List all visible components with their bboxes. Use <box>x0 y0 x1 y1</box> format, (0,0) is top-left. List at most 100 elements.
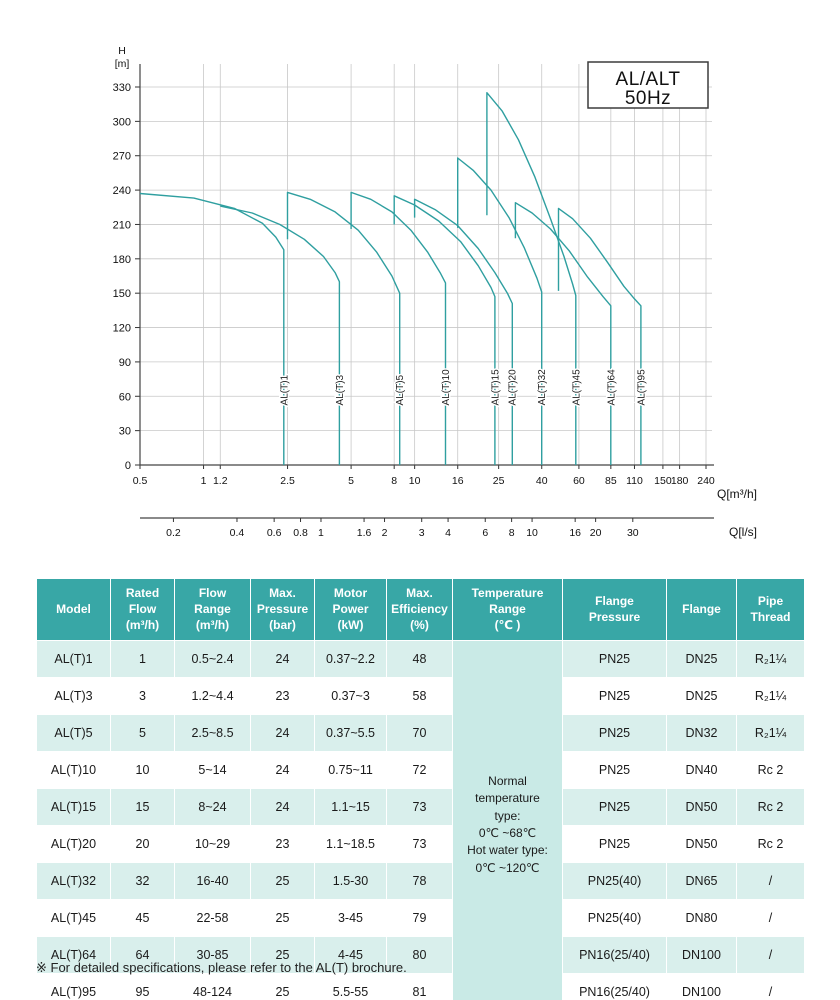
cell-pipe_thread: Rc 2 <box>736 750 805 789</box>
cell-flange_pressure: PN16(25/40) <box>562 935 667 974</box>
cell-rated_flow: 3 <box>110 676 175 715</box>
y-tick-label: 180 <box>113 254 131 266</box>
x-tick-label: 2.5 <box>280 475 295 487</box>
spec-table-container: Model Rated Flow (m³/h) Flow Range (m³/h) M… <box>36 578 805 1000</box>
cell-motor_power: 1.1~15 <box>314 787 387 826</box>
column-header-3: Max. Pressure (bar) <box>250 578 315 641</box>
y-tick-label: 0 <box>125 460 131 472</box>
cell-flange_pressure: PN25 <box>562 750 667 789</box>
cell-rated_flow: 10 <box>110 750 175 789</box>
column-header-5: Max. Efficiency (%) <box>386 578 453 641</box>
curve-label: AL(T)10 <box>441 369 452 406</box>
cell-model: AL(T)32 <box>36 861 111 900</box>
ls-tick-label: 0.4 <box>230 527 245 539</box>
cell-motor_power: 0.75~11 <box>314 750 387 789</box>
cell-model: AL(T)10 <box>36 750 111 789</box>
cell-flow_range: 10~29 <box>174 824 251 863</box>
legend: AL/ALT 50Hz <box>587 61 709 109</box>
table-row-AL(T)20: AL(T)20 20 10~29 23 1.1~18.5 73 PN25 DN50 Rc 2 <box>36 824 805 863</box>
cell-flange_pressure: PN25 <box>562 824 667 863</box>
cell-max_efficiency: 80 <box>386 935 453 974</box>
cell-model: AL(T)45 <box>36 898 111 937</box>
x-tick-label: 25 <box>493 475 505 487</box>
cell-max_efficiency: 58 <box>386 676 453 715</box>
x-tick-label: 60 <box>573 475 585 487</box>
cell-motor_power: 0.37~5.5 <box>314 713 387 752</box>
cell-flow_range: 2.5~8.5 <box>174 713 251 752</box>
cell-rated_flow: 95 <box>110 972 175 1000</box>
cell-flange_pressure: PN25 <box>562 676 667 715</box>
cell-model: AL(T)20 <box>36 824 111 863</box>
y-tick-label: 210 <box>113 219 131 231</box>
cell-motor_power: 1.5-30 <box>314 861 387 900</box>
pump-curve-AL(T)1 <box>139 192 285 465</box>
ls-tick-label: 16 <box>569 527 581 539</box>
cell-flange_pressure: PN16(25/40) <box>562 972 667 1000</box>
x-tick-label: 1 <box>201 475 207 487</box>
cell-max_efficiency: 48 <box>386 639 453 678</box>
x-tick-label: 85 <box>605 475 617 487</box>
cell-pipe_thread: / <box>736 935 805 974</box>
y-axis-title-line1: H <box>118 45 126 57</box>
cell-flange: DN32 <box>666 713 737 752</box>
legend-frequency: 50Hz <box>625 88 671 109</box>
cell-flange: DN65 <box>666 861 737 900</box>
x-tick-label: 8 <box>391 475 397 487</box>
x-tick-label: 16 <box>452 475 464 487</box>
x-tick-label: 0.5 <box>133 475 148 487</box>
cell-flange: DN100 <box>666 972 737 1000</box>
ls-tick-label: 6 <box>482 527 488 539</box>
y-axis-title-line2: [m] <box>115 58 130 70</box>
cell-flange: DN25 <box>666 676 737 715</box>
spec-table: Model Rated Flow (m³/h) Flow Range (m³/h) M… <box>36 578 805 1000</box>
cell-rated_flow: 5 <box>110 713 175 752</box>
x-tick-label: 40 <box>536 475 548 487</box>
cell-pipe_thread: / <box>736 898 805 937</box>
ls-tick-label: 1.6 <box>357 527 372 539</box>
cell-max_efficiency: 72 <box>386 750 453 789</box>
ls-tick-label: 10 <box>526 527 538 539</box>
cell-flange: DN50 <box>666 787 737 826</box>
cell-flange: DN50 <box>666 824 737 863</box>
table-body: AL(T)1 1 0.5~2.4 24 0.37~2.2 48 Normal tempera… <box>36 639 805 1000</box>
ls-tick-label: 20 <box>590 527 602 539</box>
cell-flow_range: 8~24 <box>174 787 251 826</box>
cell-flow_range: 22-58 <box>174 898 251 937</box>
cell-rated_flow: 15 <box>110 787 175 826</box>
legend-series-name: AL/ALT <box>616 69 681 90</box>
cell-rated_flow: 20 <box>110 824 175 863</box>
y-tick-label: 330 <box>113 82 131 94</box>
y-tick-label: 150 <box>113 288 131 300</box>
cell-max_pressure: 24 <box>250 787 315 826</box>
column-header-1: Rated Flow (m³/h) <box>110 578 175 641</box>
curve-label: AL(T)64 <box>606 369 617 406</box>
curve-label: AL(T)95 <box>636 369 647 406</box>
y-tick-label: 60 <box>119 391 131 403</box>
cell-model: AL(T)3 <box>36 676 111 715</box>
cell-rated_flow: 45 <box>110 898 175 937</box>
cell-flange_pressure: PN25(40) <box>562 898 667 937</box>
cell-max_efficiency: 73 <box>386 824 453 863</box>
x-tick-label: 240 <box>697 475 715 487</box>
cell-flange_pressure: PN25 <box>562 639 667 678</box>
cell-max_pressure: 24 <box>250 639 315 678</box>
column-header-6: Temperature Range (℃ ) <box>452 578 563 641</box>
cell-max_efficiency: 73 <box>386 787 453 826</box>
ls-tick-label: 4 <box>445 527 451 539</box>
table-row-AL(T)1: AL(T)1 1 0.5~2.4 24 0.37~2.2 48 Normal tempera… <box>36 639 805 1000</box>
cell-flow_range: 1.2~4.4 <box>174 676 251 715</box>
ls-tick-label: 2 <box>382 527 388 539</box>
cell-motor_power: 0.37~3 <box>314 676 387 715</box>
ls-tick-label: 8 <box>509 527 515 539</box>
cell-flow_range: 0.5~2.4 <box>174 639 251 678</box>
ls-tick-label: 0.8 <box>293 527 308 539</box>
column-header-8: Flange <box>666 578 737 641</box>
curve-label: AL(T)20 <box>508 369 519 406</box>
cell-pipe_thread: Rc 2 <box>736 824 805 863</box>
table-row-AL(T)45: AL(T)45 45 22-58 25 3-45 79 PN25(40) DN80/ <box>36 898 805 937</box>
cell-pipe_thread: R₂1¼ <box>736 713 805 752</box>
ls-tick-label: 30 <box>627 527 639 539</box>
curve-label: AL(T)1 <box>279 374 290 405</box>
